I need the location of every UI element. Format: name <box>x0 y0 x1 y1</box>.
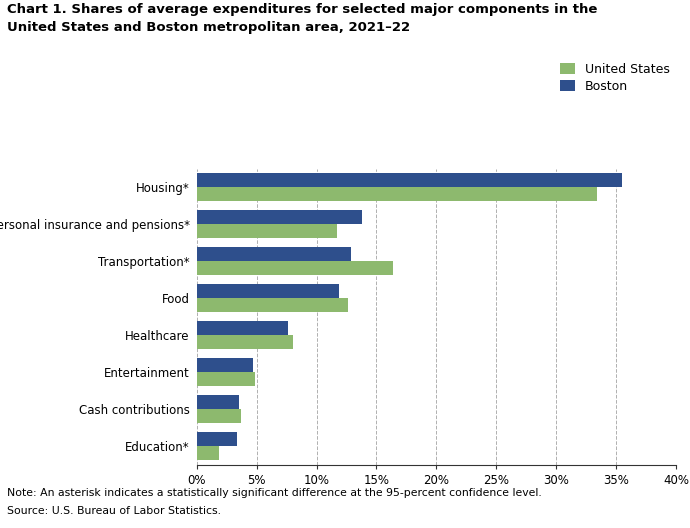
Bar <box>197 298 348 313</box>
Bar <box>197 210 362 224</box>
Bar <box>197 321 288 335</box>
Bar <box>197 247 351 261</box>
Bar <box>197 261 393 276</box>
Bar <box>197 284 339 298</box>
Bar <box>197 432 237 446</box>
Bar <box>197 335 293 350</box>
Bar <box>197 395 239 409</box>
Bar <box>197 358 253 372</box>
Text: Chart 1. Shares of average expenditures for selected major components in the: Chart 1. Shares of average expenditures … <box>7 3 598 16</box>
Bar <box>197 187 597 202</box>
Bar <box>197 224 337 239</box>
Bar <box>197 409 241 423</box>
Legend: United States, Boston: United States, Boston <box>560 63 670 92</box>
Text: Source: U.S. Bureau of Labor Statistics.: Source: U.S. Bureau of Labor Statistics. <box>7 506 221 516</box>
Bar <box>197 446 219 460</box>
Bar <box>197 372 255 386</box>
Text: Note: An asterisk indicates a statistically significant difference at the 95-per: Note: An asterisk indicates a statistica… <box>7 488 542 498</box>
Bar <box>197 173 622 187</box>
Text: United States and Boston metropolitan area, 2021–22: United States and Boston metropolitan ar… <box>7 21 410 34</box>
